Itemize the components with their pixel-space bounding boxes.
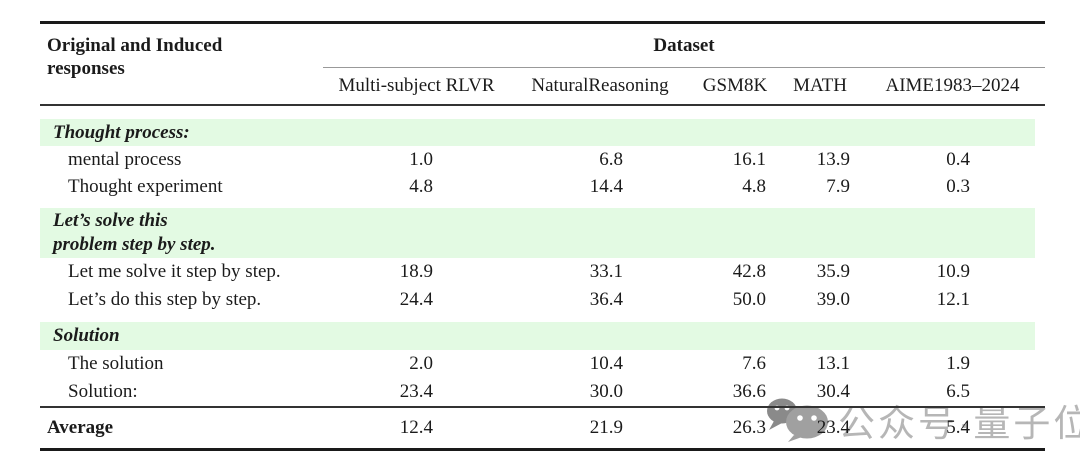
cell-value: 12.4 [399, 417, 433, 438]
cell-value: 39.0 [816, 289, 850, 310]
column-headers: Multi-subject RLVR NaturalReasoning GSM8… [323, 67, 1045, 104]
row-label: The solution [68, 353, 164, 374]
column-header-naturalreasoning: NaturalReasoning [531, 75, 669, 96]
cell-value: 6.5 [946, 381, 970, 402]
spacer [40, 314, 1045, 322]
section-label: Thought process: [53, 121, 190, 143]
cell-value: 2.0 [409, 353, 433, 374]
cell-value: 33.1 [589, 261, 623, 282]
paper-table: Original and Induced responses Dataset M… [40, 21, 1045, 451]
cell-value: 21.9 [589, 417, 623, 438]
cell-value: 13.1 [816, 353, 850, 374]
column-header-multi-subject-rlvr: Multi-subject RLVR [338, 75, 495, 96]
cell-value: 1.0 [409, 148, 433, 170]
row-label: Thought experiment [68, 175, 223, 197]
table-row: mental process 1.0 6.8 16.1 13.9 0.4 [40, 146, 1045, 173]
spacer [40, 200, 1045, 208]
cell-value: 30.4 [816, 381, 850, 402]
table-row: Solution: 23.4 30.0 36.6 30.4 6.5 [40, 378, 1045, 406]
table-row: Let’s do this step by step. 24.4 36.4 50… [40, 286, 1045, 314]
stub-header-line1: Original and Induced [47, 35, 223, 56]
cell-value: 36.4 [589, 289, 623, 310]
cell-value: 50.0 [732, 289, 766, 310]
row-label: mental process [68, 148, 182, 170]
row-label: Solution: [68, 381, 138, 402]
cell-value: 0.3 [946, 175, 970, 197]
spacer [40, 106, 1045, 119]
cell-value: 0.4 [946, 148, 970, 170]
row-label: Let’s do this step by step. [68, 289, 262, 310]
cell-value: 12.1 [936, 289, 970, 310]
cell-value: 23.4 [399, 381, 433, 402]
table-row: Thought experiment 4.8 14.4 4.8 7.9 0.3 [40, 173, 1045, 200]
column-header-gsm8k: GSM8K [702, 75, 768, 96]
watermark-text: 公众号·量子位 [838, 403, 1080, 444]
stub-header: Original and Induced responses [40, 24, 323, 104]
cell-value: 14.4 [589, 175, 623, 197]
dataset-header-group: Dataset Multi-subject RLVR NaturalReason… [323, 24, 1045, 104]
cell-value: 35.9 [816, 261, 850, 282]
cell-value: 36.6 [732, 381, 766, 402]
stub-header-line2: responses [47, 58, 125, 79]
dataset-header: Dataset [653, 34, 715, 56]
section-header-solution: Solution [40, 322, 1035, 350]
table-row: Let me solve it step by step. 18.9 33.1 … [40, 258, 1045, 286]
row-label: Let me solve it step by step. [68, 261, 281, 282]
average-block: Average 12.4 21.9 26.3 23.4 5.4 [40, 406, 1045, 451]
watermark: 公众号·量子位 [766, 393, 1080, 447]
cell-value: 5.4 [946, 417, 970, 438]
section-label-line2: problem step by step. [53, 234, 216, 255]
section-label: Solution [53, 325, 120, 346]
section-header-thought-process: Thought process: [40, 119, 1035, 146]
cell-value: 30.0 [589, 381, 623, 402]
cell-value: 6.8 [599, 148, 623, 170]
table-header: Original and Induced responses Dataset M… [40, 21, 1045, 106]
column-header-math: MATH [793, 75, 847, 96]
cell-value: 26.3 [732, 417, 766, 438]
cell-value: 4.8 [742, 175, 766, 197]
cell-value: 16.1 [732, 148, 766, 170]
cell-value: 7.6 [742, 353, 766, 374]
cell-value: 1.9 [946, 353, 970, 374]
section-label-line1: Let’s solve this [53, 210, 168, 231]
average-label: Average [47, 417, 114, 438]
cell-value: 10.9 [936, 261, 970, 282]
column-header-aime: AIME1983–2024 [885, 75, 1020, 96]
cell-value: 24.4 [399, 289, 433, 310]
table-row: The solution 2.0 10.4 7.6 13.1 1.9 [40, 350, 1045, 378]
cell-value: 7.9 [826, 175, 850, 197]
average-row: Average 12.4 21.9 26.3 23.4 5.4 [40, 408, 1045, 448]
cell-value: 4.8 [409, 175, 433, 197]
cell-value: 13.9 [816, 148, 850, 170]
section-header-lets-solve: Let’s solve this problem step by step. [40, 208, 1035, 258]
cell-value: 42.8 [732, 261, 766, 282]
cell-value: 10.4 [589, 353, 623, 374]
cell-value: 18.9 [399, 261, 433, 282]
cell-value: 23.4 [816, 417, 850, 438]
